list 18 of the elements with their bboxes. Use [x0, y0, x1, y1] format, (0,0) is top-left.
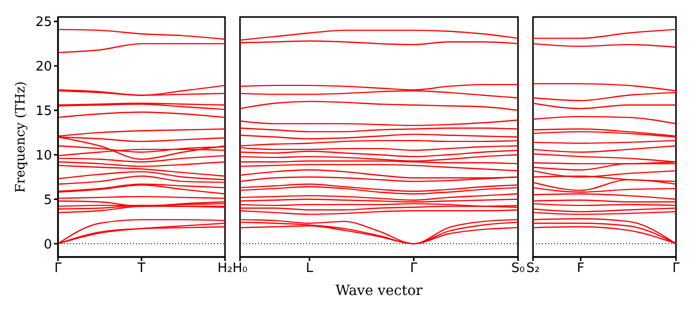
y-tick-label: 20 [35, 60, 52, 75]
x-tick-label: F [576, 261, 584, 276]
y-tick-label: 10 [35, 148, 52, 164]
x-tick-label: S₂ [526, 261, 540, 276]
y-tick-label: 15 [35, 104, 52, 119]
x-tick-label: S₀ [511, 261, 525, 276]
x-tick-label: Γ [672, 261, 680, 276]
x-tick-label: H₀ [232, 261, 248, 276]
x-axis-title: Wave vector [336, 283, 423, 299]
x-tick-label: T [136, 261, 146, 276]
x-tick-label: H₂ [218, 261, 232, 276]
y-axis-title: Frequency (THz) [14, 81, 29, 193]
y-tick-label: 5 [44, 192, 52, 208]
x-tick-label: Γ [410, 261, 418, 276]
x-tick-label: Γ [54, 261, 62, 276]
x-tick-label: L [306, 261, 314, 276]
y-tick-label: 25 [35, 15, 52, 30]
y-tick-label: 0 [44, 237, 52, 252]
